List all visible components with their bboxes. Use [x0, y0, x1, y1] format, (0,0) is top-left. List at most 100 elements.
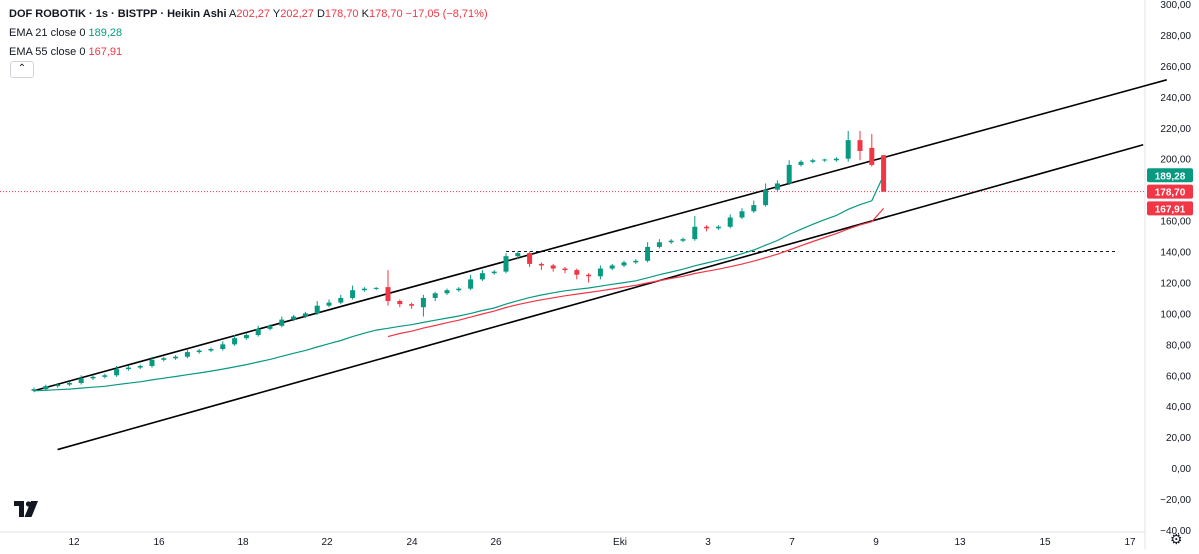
candle-body[interactable] — [857, 140, 863, 151]
candle-body[interactable] — [255, 328, 261, 336]
candle-body[interactable] — [621, 262, 627, 266]
candle-body[interactable] — [102, 375, 108, 377]
ohlc-value-a: 202,27 — [236, 8, 273, 20]
candle-body[interactable] — [609, 265, 615, 269]
tradingview-logo[interactable] — [12, 497, 40, 521]
candle-body[interactable] — [751, 205, 757, 212]
time-tick-label: 15 — [1039, 537, 1051, 548]
candle-body[interactable] — [774, 183, 780, 190]
candle-body[interactable] — [114, 369, 120, 376]
candle-body[interactable] — [397, 301, 403, 305]
time-tick-label: 3 — [705, 537, 711, 548]
candle-body[interactable] — [302, 313, 308, 317]
ema55-line[interactable] — [387, 208, 885, 338]
candle-body[interactable] — [373, 287, 379, 289]
candle-body[interactable] — [680, 239, 686, 241]
candle-body[interactable] — [208, 348, 214, 351]
candle-body[interactable] — [692, 226, 698, 240]
price-tick-label: −20,00 — [1160, 495, 1191, 506]
candle-body[interactable] — [704, 226, 710, 229]
candle-body[interactable] — [479, 273, 485, 280]
candle-body[interactable] — [149, 359, 155, 367]
candle-body[interactable] — [503, 256, 509, 272]
ema55-row[interactable]: EMA 55 close 0 167,91 — [9, 43, 488, 62]
candle-body[interactable] — [597, 268, 603, 277]
candle-body[interactable] — [385, 287, 391, 302]
upper-channel-line[interactable] — [33, 79, 1168, 392]
candle-body[interactable] — [586, 274, 592, 277]
candle-body[interactable] — [232, 338, 238, 345]
candle-body[interactable] — [314, 305, 320, 314]
candle-body[interactable] — [633, 260, 639, 263]
ema21-row[interactable]: EMA 21 close 0 189,28 — [9, 24, 488, 43]
candle-body[interactable] — [550, 265, 556, 269]
candle-body[interactable] — [538, 263, 544, 266]
candle-body[interactable] — [338, 297, 344, 303]
ohlc-value-k: 178,70 — [368, 8, 406, 20]
candle-body[interactable] — [326, 302, 332, 306]
candle-body[interactable] — [727, 217, 733, 227]
candle-body[interactable] — [420, 297, 426, 308]
candle-body[interactable] — [409, 304, 415, 306]
ohlc-key-a: A — [229, 8, 237, 20]
candle-body[interactable] — [196, 350, 202, 353]
candle-body[interactable] — [833, 158, 839, 161]
time-tick-label: 7 — [789, 537, 795, 548]
candle-body[interactable] — [491, 271, 497, 274]
candle-body[interactable] — [763, 189, 769, 206]
settings-gear-icon[interactable]: ⚙ — [1170, 531, 1183, 547]
candle-body[interactable] — [361, 288, 367, 291]
candle-body[interactable] — [456, 288, 462, 291]
price-tick-label: 300,00 — [1160, 0, 1191, 11]
time-tick-label: 9 — [873, 537, 879, 548]
candle-body[interactable] — [822, 159, 828, 161]
candle-body[interactable] — [845, 140, 851, 159]
collapse-legend-button[interactable]: ⌃ — [10, 61, 34, 78]
candle-body[interactable] — [515, 253, 521, 257]
candle-body[interactable] — [715, 226, 721, 229]
candle-body[interactable] — [66, 383, 72, 385]
candle-body[interactable] — [31, 389, 37, 391]
candle-body[interactable] — [161, 358, 167, 360]
candle-body[interactable] — [173, 356, 179, 359]
candle-body[interactable] — [279, 319, 285, 326]
candle-body[interactable] — [291, 316, 297, 320]
price-badge-bg — [1147, 201, 1193, 216]
candle-body[interactable] — [220, 344, 226, 349]
candle-body[interactable] — [350, 290, 356, 298]
candle-body[interactable] — [43, 386, 49, 390]
candle-body[interactable] — [786, 164, 792, 184]
candle-body[interactable] — [267, 325, 273, 329]
candle-body[interactable] — [137, 366, 143, 368]
candle-body[interactable] — [55, 384, 61, 387]
ema21-line[interactable] — [33, 175, 885, 392]
candle-body[interactable] — [432, 293, 438, 298]
candle-body[interactable] — [184, 352, 190, 357]
candle-body[interactable] — [810, 160, 816, 162]
candle-body[interactable] — [656, 242, 662, 247]
candle-body[interactable] — [468, 279, 474, 289]
chart-legend: DOF ROBOTIK · 1s · BISTPP · Heikin Ashi … — [9, 5, 488, 62]
candle-body[interactable] — [527, 253, 533, 264]
candle-body[interactable] — [574, 270, 580, 275]
candle-body[interactable] — [869, 147, 875, 165]
candle-body[interactable] — [668, 240, 674, 243]
ema55-label: EMA 55 close 0 — [9, 46, 86, 58]
candle-body[interactable] — [243, 335, 249, 339]
symbol-title[interactable]: DOF ROBOTIK · 1s · BISTPP · Heikin Ashi — [9, 8, 227, 20]
candle-body[interactable] — [78, 378, 84, 384]
candle-body[interactable] — [739, 211, 745, 218]
ema21-label: EMA 21 close 0 — [9, 27, 86, 39]
price-tick-label: 100,00 — [1160, 309, 1191, 320]
candle-body[interactable] — [562, 268, 568, 271]
lower-channel-line[interactable] — [57, 144, 1144, 451]
candle-body[interactable] — [444, 290, 450, 294]
candle-body[interactable] — [798, 161, 804, 165]
ohlc-key-y: Y — [272, 8, 281, 20]
candle-body[interactable] — [645, 246, 651, 261]
candle-body[interactable] — [881, 155, 887, 192]
candle-body[interactable] — [90, 376, 96, 379]
candle-body[interactable] — [125, 367, 131, 370]
